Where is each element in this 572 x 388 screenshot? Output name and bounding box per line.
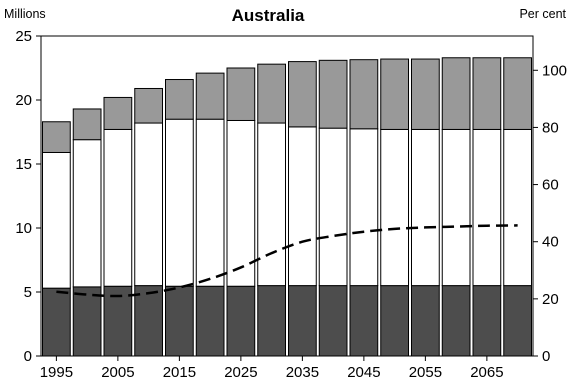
dashed-line-series bbox=[56, 224, 518, 298]
x-tick-label-2015: 2015 bbox=[163, 364, 196, 381]
bar-segment-1-2070 bbox=[503, 128, 532, 287]
x-tick-label-1995: 1995 bbox=[40, 364, 73, 381]
bar-segment-0-2010 bbox=[134, 285, 163, 357]
left-tick-label-20: 20 bbox=[15, 92, 32, 109]
bar-segment-2-2015 bbox=[165, 79, 194, 120]
bar-segment-1-2030 bbox=[257, 122, 286, 287]
bar-segment-2-2060 bbox=[441, 57, 471, 130]
plot-border bbox=[40, 35, 534, 357]
bar-segment-1-2040 bbox=[318, 127, 348, 287]
bar-segment-1-1995 bbox=[42, 151, 71, 289]
bar-segment-2-2025 bbox=[226, 67, 256, 121]
left-tick-label-25: 25 bbox=[15, 28, 32, 45]
plot-frame bbox=[40, 35, 534, 357]
left-tick-label-15: 15 bbox=[15, 156, 32, 173]
right-axis-unit-label: Per cent bbox=[519, 7, 566, 21]
bar-segment-0-2040 bbox=[318, 285, 348, 357]
bar-segment-0-2015 bbox=[165, 285, 194, 357]
bar-segment-1-2015 bbox=[165, 118, 194, 287]
x-tick-label-2025: 2025 bbox=[224, 364, 257, 381]
bar-segment-0-2025 bbox=[226, 285, 256, 357]
bar-segment-1-2010 bbox=[134, 122, 163, 287]
left-tick-label-0: 0 bbox=[24, 348, 32, 365]
x-tick-label-2055: 2055 bbox=[409, 364, 442, 381]
right-tick-label-20: 20 bbox=[542, 291, 559, 308]
right-tick-label-80: 80 bbox=[542, 119, 559, 136]
bar-segment-0-1995 bbox=[42, 287, 71, 357]
bars-layer bbox=[42, 57, 532, 357]
bar-segment-2-2050 bbox=[380, 58, 409, 130]
bar-segment-2-2070 bbox=[503, 57, 532, 130]
bar-segment-0-2060 bbox=[441, 285, 471, 357]
x-tick-label-2065: 2065 bbox=[470, 364, 503, 381]
right-tick-label-0: 0 bbox=[542, 348, 550, 365]
bar-segment-1-2020 bbox=[195, 118, 225, 287]
bar-segment-1-2035 bbox=[288, 126, 317, 287]
bar-segment-0-2005 bbox=[103, 285, 133, 357]
bar-segment-1-2000 bbox=[72, 139, 102, 288]
right-tick-label-100: 100 bbox=[542, 62, 567, 79]
bar-segment-2-2045 bbox=[349, 59, 379, 130]
bar-segment-2-2010 bbox=[134, 87, 163, 124]
bar-segment-1-2045 bbox=[349, 128, 379, 287]
bar-segment-1-2060 bbox=[441, 128, 471, 287]
bar-segment-2-2055 bbox=[411, 58, 440, 130]
bar-segment-0-2050 bbox=[380, 285, 409, 357]
x-tick-label-2035: 2035 bbox=[286, 364, 319, 381]
x-tick-label-2005: 2005 bbox=[101, 364, 134, 381]
bar-segment-0-2065 bbox=[472, 285, 502, 357]
bar-segment-1-2025 bbox=[226, 119, 256, 287]
bar-segment-0-2030 bbox=[257, 285, 286, 357]
bar-segment-1-2065 bbox=[472, 128, 502, 287]
x-tick-label-2045: 2045 bbox=[347, 364, 380, 381]
left-tick-label-10: 10 bbox=[15, 220, 32, 237]
left-tick-label-5: 5 bbox=[24, 284, 32, 301]
bar-segment-0-2055 bbox=[411, 285, 440, 357]
bar-segment-0-2020 bbox=[195, 285, 225, 357]
bar-segment-2-2065 bbox=[472, 57, 502, 130]
bar-segment-2-1995 bbox=[42, 121, 71, 153]
bar-segment-0-2035 bbox=[288, 285, 317, 357]
left-axis-unit-label: Millions bbox=[4, 7, 46, 21]
bar-segment-1-2050 bbox=[380, 128, 409, 287]
bar-segment-2-2020 bbox=[195, 72, 225, 120]
bar-segment-1-2005 bbox=[103, 128, 133, 287]
bar-segment-2-2030 bbox=[257, 63, 286, 124]
bar-segment-0-2000 bbox=[72, 286, 102, 357]
bar-segment-0-2045 bbox=[349, 285, 379, 357]
bar-segment-2-2005 bbox=[103, 96, 133, 130]
bar-segment-2-2035 bbox=[288, 61, 317, 128]
bar-segment-1-2055 bbox=[411, 128, 440, 287]
chart-title: Australia bbox=[232, 6, 305, 25]
right-tick-label-40: 40 bbox=[542, 234, 559, 251]
right-tick-label-60: 60 bbox=[542, 177, 559, 194]
bar-segment-0-2070 bbox=[503, 285, 532, 357]
bar-segment-2-2000 bbox=[72, 108, 102, 141]
bar-segment-2-2040 bbox=[318, 59, 348, 129]
